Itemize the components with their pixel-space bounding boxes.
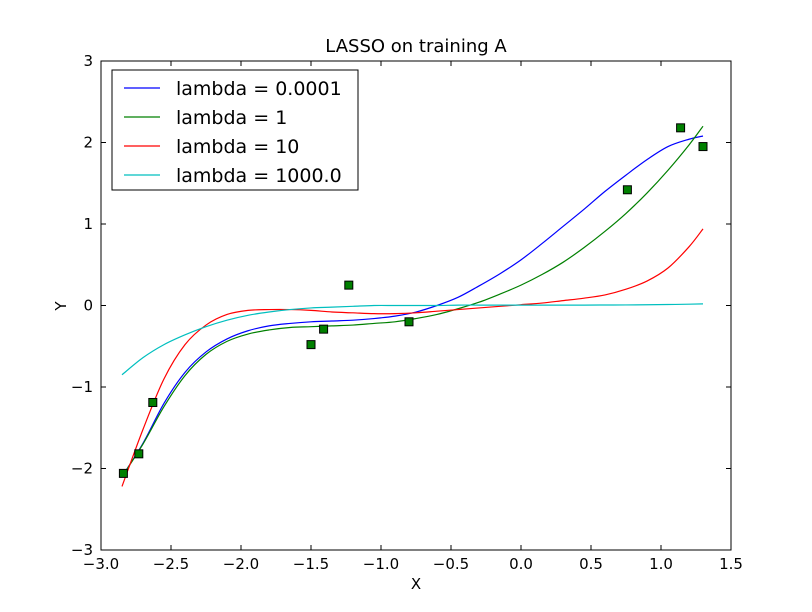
x-tick-label: 1.0 xyxy=(649,555,673,573)
x-tick-label: −1.0 xyxy=(363,555,399,573)
data-point xyxy=(404,317,414,327)
data-point xyxy=(676,123,686,133)
series-layer xyxy=(121,125,704,487)
legend-label: lambda = 1 xyxy=(176,107,287,129)
data-point xyxy=(148,397,158,407)
x-tick-label: 1.5 xyxy=(719,555,743,573)
x-tick-label: −2.5 xyxy=(153,555,189,573)
x-tick-label: 0.5 xyxy=(579,555,603,573)
y-tick-label: 2 xyxy=(83,134,93,152)
y-tick-label: −3 xyxy=(71,541,93,559)
x-tick-label: 0.0 xyxy=(509,555,533,573)
y-tick-label: 0 xyxy=(83,297,93,315)
legend-box xyxy=(111,69,359,191)
scatter-layer xyxy=(118,123,708,478)
data-point xyxy=(622,185,632,195)
x-tick-label: −3.0 xyxy=(83,555,119,573)
y-tick-label: −1 xyxy=(71,378,93,396)
legend-label: lambda = 10 xyxy=(176,136,299,158)
x-tick-label: −2.0 xyxy=(223,555,259,573)
series-line-2 xyxy=(121,125,704,477)
y-tick-label: −2 xyxy=(71,460,93,478)
x-tick-label: −1.5 xyxy=(293,555,329,573)
y-axis-ticks: −3 −2 −1 0 1 2 3 xyxy=(71,52,731,559)
y-axis-label: Y xyxy=(52,301,70,312)
data-point xyxy=(134,449,144,459)
data-point xyxy=(319,324,329,334)
data-point xyxy=(118,468,128,478)
series-line-4 xyxy=(121,303,704,376)
data-point xyxy=(344,280,354,290)
legend: lambda = 0.0001 lambda = 1 lambda = 10 lamb… xyxy=(111,69,359,191)
series-line-3 xyxy=(121,228,704,487)
x-axis-label: X xyxy=(411,575,421,593)
legend-label: lambda = 1000.0 xyxy=(176,165,342,187)
y-tick-label: 1 xyxy=(83,215,93,233)
legend-label: lambda = 0.0001 xyxy=(176,78,342,100)
chart-title: LASSO on training A xyxy=(325,36,507,57)
x-tick-label: −0.5 xyxy=(433,555,469,573)
data-point xyxy=(698,142,708,152)
series-line-1 xyxy=(121,135,704,477)
x-axis-ticks: −3.0 −2.5 −2.0 −1.5 −1.0 −0.5 0.0 0.5 1.0 1.5 xyxy=(83,61,743,573)
data-point xyxy=(306,340,316,350)
y-tick-label: 3 xyxy=(83,52,93,70)
